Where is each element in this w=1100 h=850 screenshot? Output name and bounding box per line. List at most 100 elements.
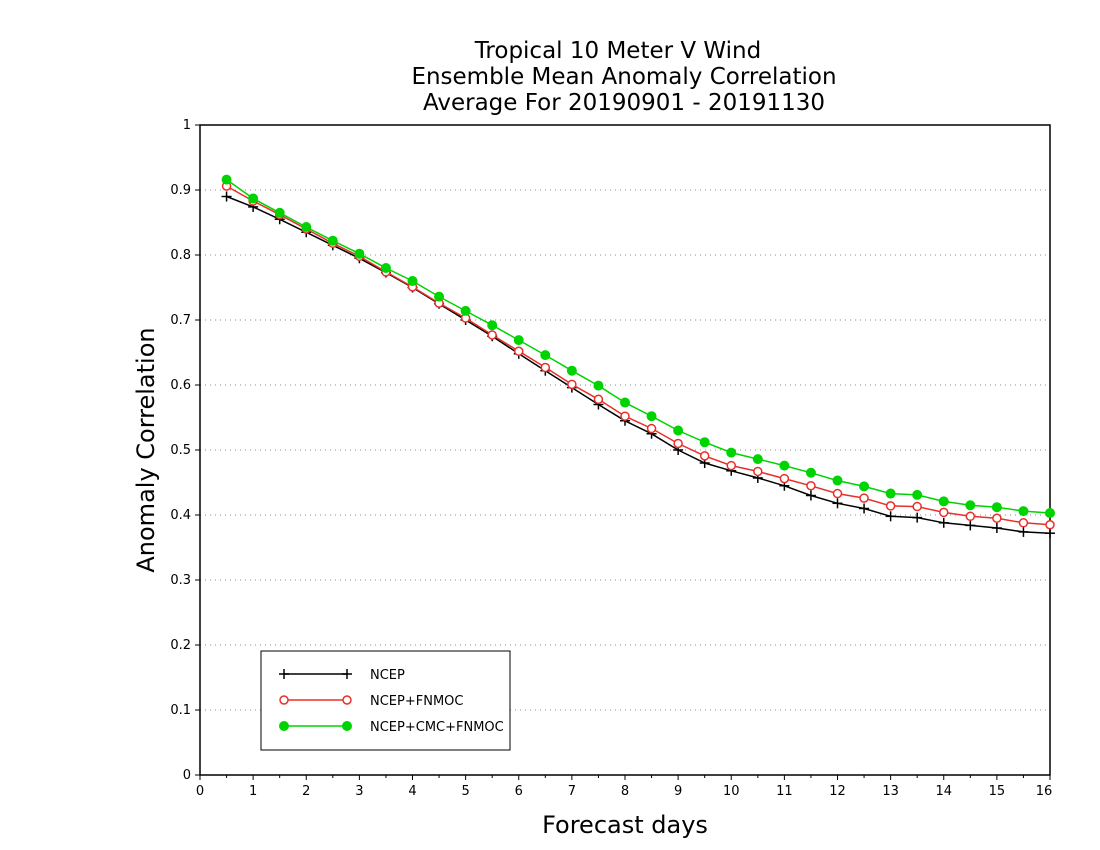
data-point bbox=[248, 193, 259, 204]
data-point bbox=[805, 467, 816, 478]
series-1 bbox=[221, 181, 1055, 530]
data-point bbox=[965, 500, 976, 511]
data-point bbox=[1018, 518, 1029, 528]
y-tick-label: 0.5 bbox=[170, 443, 191, 458]
series-line bbox=[226, 185, 1051, 526]
y-tick-label: 0 bbox=[183, 768, 191, 783]
data-point bbox=[274, 207, 285, 218]
x-tick-label: 9 bbox=[674, 784, 682, 799]
data-point bbox=[753, 466, 763, 477]
data-point bbox=[859, 503, 870, 514]
y-tick-label: 0.6 bbox=[170, 378, 191, 393]
x-tick-label: 14 bbox=[935, 784, 952, 799]
y-tick-label: 0.3 bbox=[170, 573, 191, 588]
data-point bbox=[434, 291, 445, 302]
x-tick-label: 10 bbox=[723, 784, 740, 799]
x-tick-label: 16 bbox=[1036, 784, 1053, 799]
y-axis: 0 0.1 0.2 0.3 0.4 0.5 0.6 0.7 0.8 0.9 1 bbox=[170, 118, 200, 783]
data-point bbox=[1045, 528, 1055, 539]
data-point bbox=[407, 276, 418, 286]
chart-title: Tropical 10 Meter V Wind Ensemble Mean A… bbox=[411, 38, 836, 116]
x-tick-label: 7 bbox=[568, 784, 576, 799]
data-point bbox=[460, 305, 471, 316]
x-tick-label: 12 bbox=[829, 784, 846, 799]
data-point bbox=[991, 502, 1002, 513]
data-point bbox=[514, 346, 524, 356]
x-tick-label: 4 bbox=[408, 784, 416, 799]
data-point bbox=[805, 490, 816, 501]
data-point bbox=[1045, 520, 1055, 530]
data-point bbox=[806, 481, 816, 491]
legend-marker bbox=[342, 669, 352, 679]
legend-marker bbox=[342, 721, 352, 731]
x-axis: 0 1 2 3 4 5 6 7 8 9 10 11 12 13 14 15 16 bbox=[196, 775, 1052, 799]
data-point bbox=[859, 493, 869, 503]
x-tick-label: 0 bbox=[196, 784, 204, 799]
data-point bbox=[912, 512, 923, 523]
data-point bbox=[540, 350, 551, 361]
data-point bbox=[646, 423, 657, 434]
x-tick-label: 13 bbox=[882, 784, 899, 799]
data-point bbox=[965, 520, 976, 531]
data-point bbox=[938, 496, 949, 507]
legend-marker bbox=[342, 695, 352, 705]
y-axis-label: Anomaly Correlation bbox=[132, 327, 160, 572]
data-point bbox=[540, 362, 551, 373]
legend-item-2: NCEP+CMC+FNMOC bbox=[279, 720, 504, 735]
grid-lines bbox=[200, 189, 1050, 711]
data-point bbox=[221, 174, 232, 185]
data-point bbox=[832, 475, 843, 486]
data-point bbox=[885, 511, 896, 522]
data-point bbox=[567, 379, 577, 390]
y-tick-label: 0.7 bbox=[170, 313, 191, 328]
data-point bbox=[380, 263, 391, 273]
legend-marker bbox=[279, 695, 289, 705]
y-tick-label: 0.2 bbox=[170, 638, 191, 653]
data-point bbox=[991, 523, 1002, 533]
x-tick-label: 8 bbox=[621, 784, 629, 799]
data-point bbox=[726, 460, 736, 471]
series-line bbox=[226, 178, 1051, 514]
legend-item-0: NCEP bbox=[279, 668, 405, 683]
legend-label: NCEP+CMC+FNMOC bbox=[370, 720, 504, 735]
data-point bbox=[1018, 526, 1029, 537]
series-0 bbox=[221, 191, 1055, 539]
data-point bbox=[832, 488, 843, 499]
x-axis-label: Forecast days bbox=[542, 811, 708, 839]
data-point bbox=[620, 397, 630, 408]
series-line bbox=[226, 195, 1051, 534]
data-point bbox=[620, 411, 630, 421]
data-point bbox=[699, 451, 710, 461]
x-tick-label: 5 bbox=[461, 784, 469, 799]
data-point bbox=[673, 438, 683, 449]
data-point bbox=[699, 437, 710, 448]
legend: NCEP NCEP+FNMOC NCEP+CMC+FNMOC bbox=[260, 650, 511, 751]
data-point bbox=[779, 473, 790, 484]
y-tick-label: 0.1 bbox=[170, 703, 191, 718]
x-tick-label: 2 bbox=[302, 784, 310, 799]
data-point bbox=[513, 335, 524, 346]
chart-title-line-3: Average For 20190901 - 20191130 bbox=[423, 90, 825, 116]
data-point bbox=[487, 330, 497, 340]
data-point bbox=[726, 447, 737, 458]
data-point bbox=[646, 411, 657, 422]
legend-marker bbox=[279, 669, 289, 679]
data-point bbox=[593, 380, 604, 391]
data-point bbox=[885, 488, 896, 499]
data-point bbox=[327, 235, 338, 246]
data-point bbox=[965, 511, 976, 522]
y-tick-label: 0.9 bbox=[170, 183, 191, 198]
x-tick-label: 15 bbox=[989, 784, 1006, 799]
data-point bbox=[1045, 508, 1055, 519]
data-point bbox=[487, 320, 498, 331]
legend-label: NCEP bbox=[370, 668, 405, 683]
data-point bbox=[939, 507, 949, 518]
data-point bbox=[912, 489, 923, 500]
series-lines bbox=[221, 174, 1055, 539]
data-point bbox=[566, 365, 577, 376]
y-tick-label: 0.4 bbox=[170, 508, 191, 523]
data-point bbox=[938, 517, 949, 528]
data-point bbox=[301, 222, 312, 233]
y-tick-label: 1 bbox=[183, 118, 191, 133]
